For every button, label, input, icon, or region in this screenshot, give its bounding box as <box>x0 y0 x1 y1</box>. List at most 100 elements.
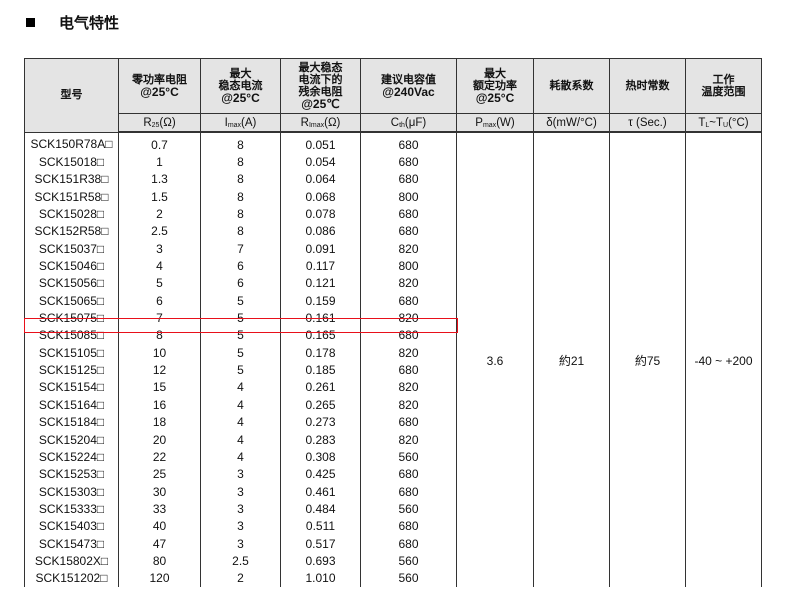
section-title-text: 电气特性 <box>59 14 120 32</box>
table-row: SCK15184□ 18 4 0.273 680 <box>24 413 762 431</box>
rimax-cell: 0.425 <box>280 465 361 483</box>
rimax-cell: 0.283 <box>280 430 361 449</box>
table-row: SCK15065□ 6 5 0.159 680 <box>24 292 762 310</box>
cth-cell: 680 <box>360 132 457 154</box>
table-row: SCK15224□ 22 4 0.308 560 <box>24 448 762 466</box>
rimax-cell: 1.010 <box>280 569 361 587</box>
model-cell: SCK15065□ <box>24 292 119 310</box>
imax-cell: 8 <box>200 170 281 189</box>
model-cell: SCK151202□ <box>24 569 119 587</box>
rimax-cell: 0.461 <box>280 482 361 501</box>
column-header-line: @25°C <box>140 85 179 99</box>
table-row: SCK15154□ 15 4 0.261 820 <box>24 378 762 397</box>
column-header: 工作 温度范围 <box>685 58 762 114</box>
column-header: 最大稳态 电流下的 残余电阻 @25℃ <box>280 58 361 114</box>
imax-cell: 2.5 <box>200 552 281 570</box>
model-cell: SCK15224□ <box>24 448 119 466</box>
r25-cell: 47 <box>118 534 201 553</box>
table-row: SCK15105□ 10 5 0.178 820 <box>24 344 762 362</box>
table-row: SCK15303□ 30 3 0.461 680 <box>24 482 762 501</box>
model-cell: SCK15473□ <box>24 534 119 553</box>
column-header-line: @25℃ <box>301 97 340 111</box>
unit-text: ~T <box>709 116 724 129</box>
model-cell: SCK15802X□ <box>24 552 119 570</box>
column-header-line: 最大 <box>484 67 506 80</box>
table-row: SCK15085□ 8 5 0.165 680 <box>24 326 762 345</box>
table-row: SCK150R78A□ 0.7 8 0.051 680 3.6 約21 約75 -40 ~ +2… <box>24 132 762 587</box>
r25-cell: 30 <box>118 482 201 501</box>
column-header-line: 热时常数 <box>625 79 670 92</box>
cth-cell: 680 <box>360 517 457 535</box>
imax-cell: 7 <box>200 240 281 258</box>
cth-cell: 820 <box>360 430 457 449</box>
cth-cell: 800 <box>360 188 457 206</box>
rimax-cell: 0.484 <box>280 500 361 518</box>
imax-cell: 2 <box>200 569 281 587</box>
r25-cell: 1 <box>118 153 201 171</box>
column-header: 型号 <box>24 58 119 133</box>
r25-cell: 2.5 <box>118 222 201 241</box>
column-header-line: @25°C <box>221 91 260 105</box>
column-header-line: 稳态电流 <box>218 79 263 92</box>
column-unit: τ (Sec.) <box>609 113 686 133</box>
r25-cell: 120 <box>118 569 201 587</box>
column-header-line: 零功率电阻 <box>132 73 187 86</box>
cth-cell: 680 <box>360 292 457 310</box>
column-header-line: 额定功率 <box>473 79 517 92</box>
unit-subscript: Imax <box>308 121 325 129</box>
rimax-cell: 0.517 <box>280 534 361 553</box>
unit-subscript: L <box>705 121 710 129</box>
r25-cell: 33 <box>118 500 201 518</box>
unit-text: (μF) <box>404 116 427 129</box>
cth-cell: 560 <box>360 500 457 518</box>
model-cell: SCK15085□ <box>24 326 119 345</box>
rimax-cell: 0.121 <box>280 274 361 293</box>
table-row: SCK15204□ 20 4 0.283 820 <box>24 430 762 449</box>
rimax-cell: 0.693 <box>280 552 361 570</box>
rimax-cell: 0.078 <box>280 205 361 223</box>
rimax-cell: 0.091 <box>280 240 361 258</box>
rimax-cell: 0.165 <box>280 326 361 345</box>
rimax-cell: 0.159 <box>280 292 361 310</box>
imax-cell: 8 <box>200 188 281 206</box>
r25-cell: 18 <box>118 413 201 431</box>
dissipation-cell: 約21 <box>533 132 610 587</box>
column-header-line: 电流下的 <box>298 73 343 86</box>
r25-cell: 4 <box>118 257 201 275</box>
model-cell: SCK15333□ <box>24 500 119 518</box>
model-cell: SCK15303□ <box>24 482 119 501</box>
table-row: SCK15802X□ 80 2.5 0.693 560 <box>24 552 762 570</box>
column-header-line: 工作 <box>712 73 735 86</box>
r25-cell: 1.5 <box>118 188 201 206</box>
column-header-line: @240Vac <box>382 85 435 99</box>
thermal-time-cell: 約75 <box>609 132 686 587</box>
unit-subscript: max <box>482 121 497 129</box>
table-row: SCK151202□ 120 2 1.010 560 <box>24 569 762 587</box>
imax-cell: 8 <box>200 132 281 154</box>
table-row: SCK152R58□ 2.5 8 0.086 680 <box>24 222 762 241</box>
table-row: SCK15333□ 33 3 0.484 560 <box>24 500 762 518</box>
imax-cell: 3 <box>200 482 281 501</box>
imax-cell: 4 <box>200 396 281 414</box>
model-cell: SCK15164□ <box>24 396 119 414</box>
model-cell: SCK15018□ <box>24 153 119 171</box>
unit-subscript: th <box>399 121 405 129</box>
section-title: 电气特性 <box>26 12 119 33</box>
unit-subscript: 25 <box>151 121 160 129</box>
imax-cell: 3 <box>200 465 281 483</box>
table-row: SCK15253□ 25 3 0.425 680 <box>24 465 762 483</box>
column-unit: Imax(A) <box>200 113 281 133</box>
model-cell: SCK15253□ <box>24 465 119 483</box>
imax-cell: 3 <box>200 517 281 535</box>
cth-cell: 680 <box>360 170 457 189</box>
table-row: SCK151R38□ 1.3 8 0.064 680 <box>24 170 762 189</box>
rimax-cell: 0.086 <box>280 222 361 241</box>
table-row: SCK151R58□ 1.5 8 0.068 800 <box>24 188 762 206</box>
rimax-cell: 0.185 <box>280 361 361 379</box>
highlighted-row-outline <box>24 318 458 333</box>
r25-cell: 0.7 <box>118 132 201 154</box>
model-cell: SCK15046□ <box>24 257 119 275</box>
imax-cell: 8 <box>200 222 281 241</box>
r25-cell: 80 <box>118 552 201 570</box>
model-cell: SCK151R38□ <box>24 170 119 189</box>
